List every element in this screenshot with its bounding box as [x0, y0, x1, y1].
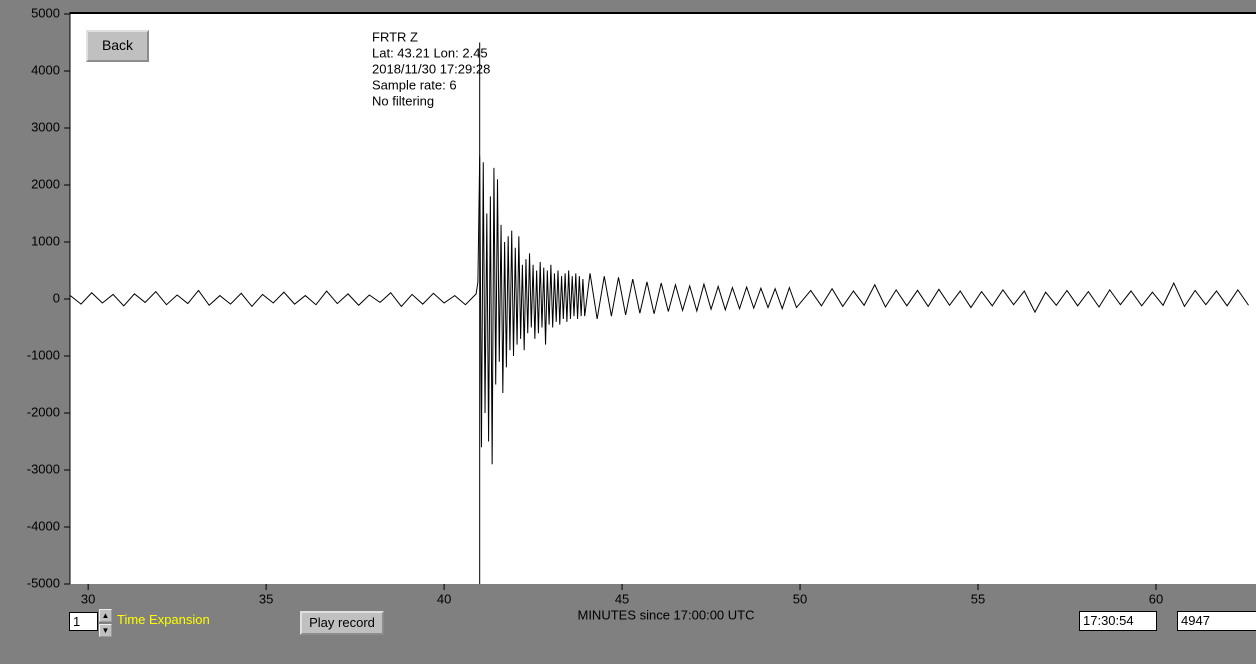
y-tick-label: 2000 [31, 176, 60, 191]
y-tick-label: 1000 [31, 233, 60, 248]
x-tick-label: 40 [437, 591, 451, 606]
y-tick-label: 3000 [31, 119, 60, 134]
station-info: 2018/11/30 17:29:28 [372, 61, 490, 76]
time-expansion-input[interactable]: 1 [69, 612, 98, 631]
y-tick-label: -5000 [27, 575, 60, 590]
y-tick-label: 0 [53, 290, 60, 305]
back-button[interactable]: Back [86, 30, 149, 62]
station-info: Sample rate: 6 [372, 77, 457, 92]
spin-down[interactable]: ▼ [99, 624, 112, 637]
spin-up[interactable]: ▲ [99, 609, 112, 622]
y-tick-label: -1000 [27, 347, 60, 362]
y-tick-label: 5000 [31, 5, 60, 20]
plot-area [70, 12, 1256, 584]
x-tick-label: 35 [259, 591, 273, 606]
y-tick-label: -2000 [27, 404, 60, 419]
time-box[interactable]: 17:30:54 [1079, 611, 1157, 631]
value-box[interactable]: 4947 [1177, 611, 1256, 631]
x-tick-label: 60 [1149, 591, 1163, 606]
y-tick-label: -4000 [27, 518, 60, 533]
x-axis-label: MINUTES since 17:00:00 UTC [577, 607, 754, 622]
seismic-trace [70, 156, 1249, 465]
station-info: FRTR Z [372, 29, 418, 44]
x-tick-label: 50 [793, 591, 807, 606]
station-info: Lat: 43.21 Lon: 2.45 [372, 45, 488, 60]
x-tick-label: 55 [971, 591, 985, 606]
time-expansion-label: Time Expansion [117, 612, 210, 627]
y-tick-label: -3000 [27, 461, 60, 476]
station-info: No filtering [372, 93, 434, 108]
y-tick-label: 4000 [31, 62, 60, 77]
play-record-button[interactable]: Play record [300, 611, 384, 635]
x-tick-label: 30 [81, 591, 95, 606]
x-tick-label: 45 [615, 591, 629, 606]
